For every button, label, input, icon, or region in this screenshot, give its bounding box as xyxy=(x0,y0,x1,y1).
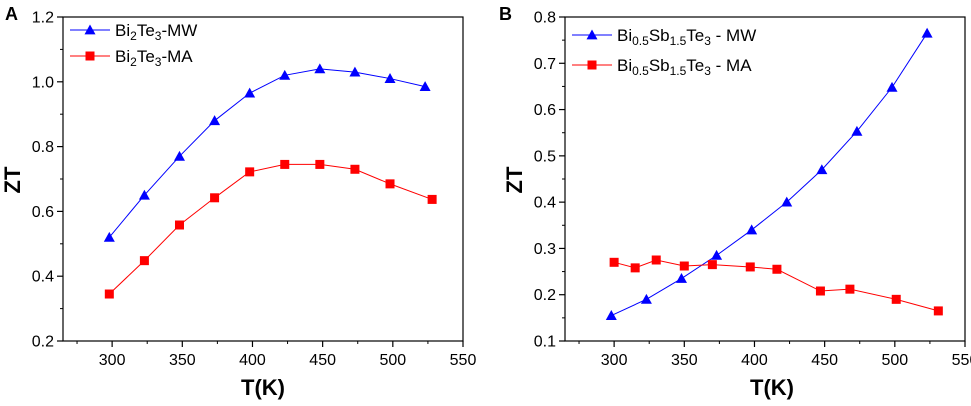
data-point-ma xyxy=(315,159,325,169)
data-point-ma xyxy=(609,257,619,267)
data-point-mw xyxy=(244,87,256,98)
x-tick-label: 500 xyxy=(881,352,908,369)
x-tick-label: 350 xyxy=(671,352,698,369)
legend-marker xyxy=(586,29,598,40)
legend-marker xyxy=(84,24,96,35)
y-tick-label: 1.0 xyxy=(32,74,54,91)
y-tick-label: 1.2 xyxy=(32,10,54,27)
data-point-mw xyxy=(605,310,617,320)
data-point-mw xyxy=(103,231,115,242)
x-tick-label: 500 xyxy=(379,352,406,369)
data-point-mw xyxy=(209,115,221,126)
data-point-mw xyxy=(675,273,687,283)
panel-a-x-axis-title: T(K) xyxy=(241,375,285,400)
x-tick-label: 550 xyxy=(450,352,477,369)
x-tick-label: 450 xyxy=(309,352,336,369)
data-point-mw xyxy=(816,164,828,175)
data-point-ma xyxy=(245,167,255,177)
y-tick-label: 0.4 xyxy=(32,269,54,286)
y-tick-label: 0.5 xyxy=(534,148,556,165)
x-tick-label: 300 xyxy=(601,352,628,369)
legend-marker xyxy=(85,51,95,61)
data-point-mw xyxy=(886,81,898,92)
legend-marker xyxy=(587,60,597,70)
x-tick-label: 550 xyxy=(952,352,971,369)
y-tick-label: 0.6 xyxy=(534,102,556,119)
data-point-ma xyxy=(350,164,360,174)
x-tick-label: 300 xyxy=(99,352,126,369)
data-point-mw xyxy=(640,293,652,304)
data-point-ma xyxy=(630,263,640,273)
x-tick-label: 400 xyxy=(741,352,768,369)
series-line-ma xyxy=(108,163,433,295)
y-tick-label: 0.3 xyxy=(534,241,556,258)
y-tick-label: 0.4 xyxy=(534,195,556,212)
x-tick-label: 400 xyxy=(239,352,266,369)
data-point-ma xyxy=(104,289,114,299)
panel-b-label: B xyxy=(499,4,512,24)
panel-a-series-layer xyxy=(103,63,437,299)
data-point-ma xyxy=(139,256,149,266)
legend-label: Bi0.5Sb1.5Te3 - MW xyxy=(617,26,756,48)
data-point-ma xyxy=(745,262,755,272)
panel-b-y-axis: 0.1 0.2 0.3 0.4 0.5 0.6 0.7 0.8 xyxy=(534,10,565,351)
data-point-ma xyxy=(707,260,717,270)
data-point-ma xyxy=(210,193,220,203)
data-point-mw xyxy=(921,27,933,38)
data-point-ma xyxy=(845,284,855,294)
panel-b-y-axis-title: ZT xyxy=(502,166,527,193)
data-point-ma xyxy=(651,255,661,265)
series-line-mw xyxy=(611,32,928,316)
panel-a-x-axis: 300 350 400 450 500 550 xyxy=(76,341,477,369)
panel-b-x-axis-title: T(K) xyxy=(750,375,794,400)
data-point-ma xyxy=(679,261,689,271)
panel-a-label: A xyxy=(5,4,18,24)
legend-label: Bi2Te3-MA xyxy=(115,47,193,69)
data-point-ma xyxy=(280,159,290,169)
data-point-mw xyxy=(384,73,396,83)
data-point-ma xyxy=(815,286,825,296)
panel-a-legend: Bi2Te3-MW Bi2Te3-MA xyxy=(70,21,197,69)
panel-b-x-axis: 300 350 400 450 500 550 xyxy=(578,341,971,369)
series-line-mw xyxy=(108,68,426,238)
data-point-ma xyxy=(772,264,782,274)
data-point-mw xyxy=(279,69,291,80)
data-point-ma xyxy=(427,194,437,204)
y-tick-label: 0.8 xyxy=(32,139,54,156)
panel-b-legend: Bi0.5Sb1.5Te3 - MW Bi0.5Sb1.5Te3 - MA xyxy=(572,26,756,78)
data-point-mw xyxy=(138,189,150,200)
x-tick-label: 450 xyxy=(811,352,838,369)
legend-label: Bi2Te3-MW xyxy=(115,21,197,43)
y-tick-label: 0.6 xyxy=(32,204,54,221)
data-point-mw xyxy=(173,150,185,161)
data-point-mw xyxy=(314,63,326,74)
panel-a: A 300 350 400 450 500 550 0.20.40.60.81.01.2 … xyxy=(0,4,476,400)
data-point-ma xyxy=(174,220,184,230)
y-tick-label: 0.2 xyxy=(534,287,556,304)
data-point-mw xyxy=(349,66,361,77)
y-tick-label: 0.8 xyxy=(534,10,556,27)
data-point-ma xyxy=(385,179,395,189)
panel-a-y-axis-title: ZT xyxy=(0,166,25,193)
y-tick-label: 0.2 xyxy=(32,334,54,351)
data-point-mw xyxy=(851,125,863,136)
data-point-mw xyxy=(419,81,431,92)
panel-b-series-layer xyxy=(605,27,943,320)
data-point-mw xyxy=(711,249,723,260)
panel-a-y-axis: 0.2 0.4 0.6 0.8 1.0 1.2 xyxy=(32,10,63,351)
data-point-ma xyxy=(891,294,901,304)
y-tick-label: 0.1 xyxy=(534,334,556,351)
data-point-mw xyxy=(746,224,758,235)
data-point-ma xyxy=(933,306,943,316)
x-tick-label: 350 xyxy=(169,352,196,369)
data-point-mw xyxy=(781,196,793,207)
legend-label: Bi0.5Sb1.5Te3 - MA xyxy=(617,56,752,78)
y-tick-label: 0.7 xyxy=(534,56,556,73)
